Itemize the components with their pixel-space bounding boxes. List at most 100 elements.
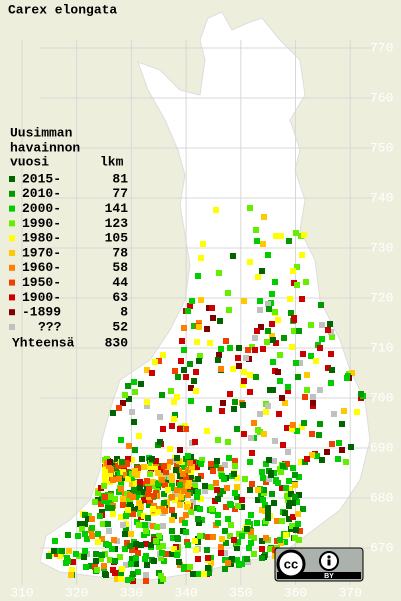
observation-square bbox=[198, 297, 204, 303]
observation-square bbox=[163, 469, 169, 475]
observation-square bbox=[102, 494, 108, 500]
observation-square bbox=[198, 461, 204, 467]
observation-square bbox=[218, 366, 224, 372]
observation-square bbox=[234, 545, 240, 551]
easting-label: 320 bbox=[65, 585, 88, 600]
observation-square bbox=[88, 563, 94, 569]
observation-square bbox=[188, 509, 194, 515]
observation-square bbox=[187, 303, 193, 309]
observation-square bbox=[185, 453, 191, 459]
observation-square bbox=[275, 369, 281, 375]
observation-square bbox=[308, 322, 314, 328]
grid-labels: 770 760 750 740 730 720 710 700 690 680 670 310 320 3… bbox=[10, 40, 393, 600]
legend-swatch bbox=[9, 176, 15, 182]
observation-square bbox=[313, 358, 319, 364]
cc-icon bbox=[276, 549, 306, 579]
observation-square bbox=[120, 400, 126, 406]
observation-square bbox=[265, 252, 271, 258]
observation-square bbox=[279, 395, 285, 401]
observation-square bbox=[288, 491, 294, 497]
observation-square bbox=[187, 460, 193, 466]
legend-label: 1960- bbox=[22, 260, 61, 275]
observation-square bbox=[157, 439, 163, 445]
observation-square bbox=[126, 396, 132, 402]
observation-square bbox=[136, 433, 142, 439]
observation-square bbox=[207, 340, 213, 346]
observation-square bbox=[209, 506, 215, 512]
observation-square bbox=[348, 444, 354, 450]
observation-square bbox=[239, 561, 245, 567]
observation-square bbox=[118, 481, 124, 487]
observation-square bbox=[246, 545, 252, 551]
observation-square bbox=[242, 476, 248, 482]
observation-square bbox=[215, 496, 221, 502]
observation-square bbox=[214, 458, 220, 464]
observation-square bbox=[236, 363, 242, 369]
legend-label: 1900- bbox=[22, 290, 61, 305]
observation-square bbox=[309, 431, 315, 437]
observation-square bbox=[65, 532, 71, 538]
legend-count-heading: lkm bbox=[100, 154, 124, 169]
observation-square bbox=[218, 544, 224, 550]
observation-square bbox=[248, 512, 254, 518]
observation-square bbox=[131, 487, 137, 493]
observation-square bbox=[131, 379, 137, 385]
observation-square bbox=[147, 498, 153, 504]
legend-count: 123 bbox=[105, 216, 129, 231]
observation-square bbox=[287, 296, 293, 302]
observation-square bbox=[299, 296, 305, 302]
observation-square bbox=[290, 268, 296, 274]
observation-square bbox=[276, 411, 282, 417]
observation-square bbox=[295, 511, 301, 517]
observation-square bbox=[159, 550, 165, 556]
observation-square bbox=[325, 327, 331, 333]
observation-square bbox=[181, 564, 187, 570]
observation-square bbox=[118, 570, 124, 576]
observation-square bbox=[66, 548, 72, 554]
northing-label: 670 bbox=[370, 540, 393, 555]
observation-square bbox=[100, 521, 106, 527]
legend: 2015- 81 2010- 77 2000- 141 1990- 123 1980- 105 19… bbox=[9, 171, 128, 334]
observation-square bbox=[190, 499, 196, 505]
observation-square bbox=[112, 496, 118, 502]
observation-square bbox=[156, 533, 162, 539]
legend-swatch bbox=[9, 279, 15, 286]
observation-square bbox=[169, 494, 175, 500]
legend-label: -1899 bbox=[22, 305, 61, 320]
observation-square bbox=[301, 420, 307, 426]
observation-square bbox=[301, 232, 307, 238]
observation-square bbox=[152, 464, 158, 470]
observation-square bbox=[289, 344, 295, 350]
observation-square bbox=[294, 282, 300, 288]
observation-square bbox=[282, 400, 288, 406]
observation-square bbox=[277, 352, 283, 358]
observation-square bbox=[73, 551, 79, 557]
observation-square bbox=[99, 536, 105, 542]
legend-count: 44 bbox=[112, 275, 128, 290]
observation-square bbox=[255, 487, 261, 493]
observation-square bbox=[93, 551, 99, 557]
observation-square bbox=[160, 543, 166, 549]
observation-square bbox=[248, 533, 254, 539]
observation-square bbox=[95, 490, 101, 496]
observation-square bbox=[115, 463, 121, 469]
observation-square bbox=[282, 539, 288, 545]
observation-square bbox=[200, 241, 206, 247]
observation-square bbox=[261, 431, 267, 437]
observation-square bbox=[167, 446, 173, 452]
observation-square bbox=[234, 426, 240, 432]
observation-square bbox=[133, 561, 139, 567]
observation-square bbox=[138, 504, 144, 510]
observation-square bbox=[244, 526, 250, 532]
observation-square bbox=[227, 345, 233, 351]
observation-square bbox=[280, 442, 286, 448]
observation-square bbox=[273, 233, 279, 239]
observation-square bbox=[248, 435, 254, 441]
observation-square bbox=[189, 298, 195, 304]
observation-square bbox=[251, 420, 257, 426]
observation-square bbox=[299, 424, 305, 430]
observation-square bbox=[82, 548, 88, 554]
observation-square bbox=[263, 461, 269, 467]
observation-square bbox=[178, 494, 184, 500]
observation-square bbox=[209, 305, 215, 311]
